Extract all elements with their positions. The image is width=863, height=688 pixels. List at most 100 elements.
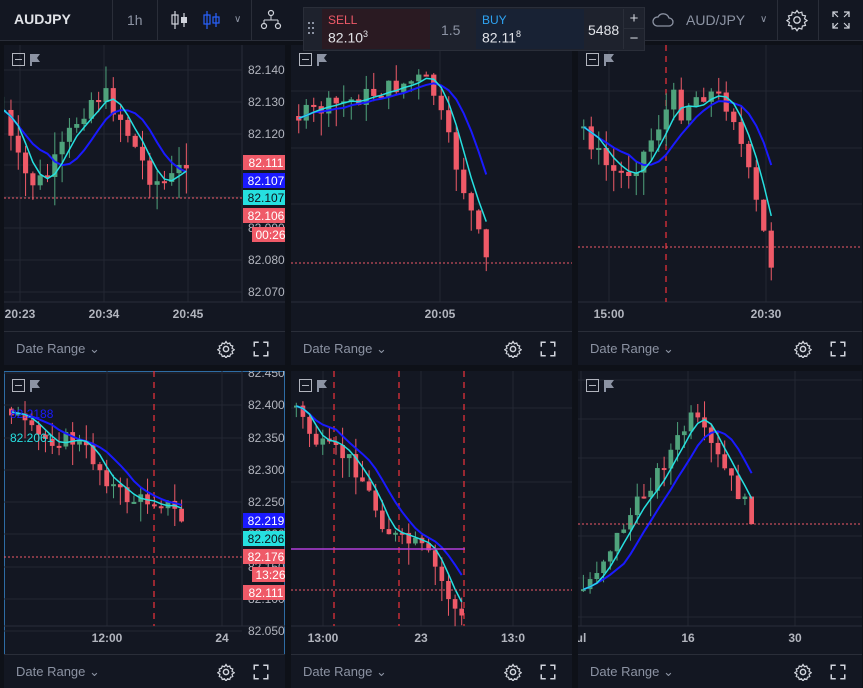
price-chart[interactable]: 83.50083.00013:002313:082.53182.38682.26…: [291, 371, 572, 688]
cloud-icon[interactable]: [651, 8, 675, 32]
moving-average-label: 82.2188: [10, 407, 54, 421]
candle-body: [655, 468, 660, 491]
chevron-down-icon[interactable]: ∨: [234, 14, 242, 25]
date-range-button[interactable]: Date Range ⌄: [590, 341, 674, 356]
price-tag-bg: [243, 531, 285, 546]
candle-body: [8, 109, 14, 136]
chart-settings-gear-icon[interactable]: [504, 663, 522, 681]
moving-average-fast: [583, 95, 772, 217]
price-chart[interactable]: 82.45082.40082.35082.30082.25082.20082.1…: [4, 371, 285, 688]
price-tag-bg: [243, 173, 285, 188]
date-range-button[interactable]: Date Range ⌄: [590, 664, 674, 679]
fullscreen-icon[interactable]: [829, 8, 853, 32]
y-axis-tick-label: 82.130: [248, 95, 285, 109]
candle-body: [15, 135, 21, 153]
chart-settings-gear-icon[interactable]: [504, 340, 522, 358]
candle-body: [702, 417, 707, 428]
candle-body: [30, 173, 36, 186]
quantity-input[interactable]: 5488: [588, 22, 620, 38]
candle-body: [366, 481, 372, 491]
chart-panel-6[interactable]: 84.00083.50083.00082.50082.00081.50081.0…: [578, 371, 862, 688]
candle-body: [386, 80, 392, 97]
collapse-flag-icon: [299, 53, 327, 66]
candle-body: [628, 515, 633, 530]
date-range-button[interactable]: Date Range ⌄: [303, 341, 387, 356]
candle-body: [151, 504, 157, 507]
candle-body: [70, 432, 76, 445]
sell-button[interactable]: SELL 82.103: [322, 9, 430, 49]
symbol-name[interactable]: AUDJPY: [14, 11, 71, 27]
chart-settings-gear-icon[interactable]: [794, 663, 812, 681]
candle-body: [90, 445, 96, 465]
bar-style-icon[interactable]: [199, 8, 223, 32]
date-range-button[interactable]: Date Range ⌄: [303, 664, 387, 679]
candle-body: [96, 100, 102, 103]
panel-fullscreen-icon[interactable]: [539, 340, 557, 358]
increase-button[interactable]: +: [624, 9, 644, 29]
candle-body: [423, 74, 429, 77]
candle-body: [611, 165, 617, 171]
candle-body: [738, 122, 744, 144]
candle-body: [618, 170, 624, 173]
panel-fullscreen-icon[interactable]: [539, 663, 557, 681]
chart-settings-gear-icon[interactable]: [794, 340, 812, 358]
candle-body: [311, 104, 317, 107]
chart-panel-2[interactable]: 82.25082.20082.15020:0582.13182.11382.11…: [291, 45, 572, 365]
panel-fullscreen-icon[interactable]: [252, 340, 270, 358]
price-chart[interactable]: 84.00083.50083.00082.50082.00081.50081.0…: [578, 371, 862, 688]
price-tag-label: 82.107: [248, 174, 285, 188]
price-tag-bg: [243, 513, 285, 528]
panel-footer: Date Range ⌄: [4, 654, 285, 688]
y-axis-tick-label: 82.400: [248, 398, 285, 412]
moving-average-label: 82.2061: [10, 431, 54, 445]
candle-body: [161, 181, 167, 184]
candle-body: [313, 433, 319, 445]
y-axis-tick-label: 82.120: [248, 127, 285, 141]
chart-panel-4[interactable]: 82.45082.40082.35082.30082.25082.20082.1…: [4, 371, 285, 688]
collapse-flag-icon: [12, 379, 40, 392]
candlestick-chart-icon[interactable]: [167, 8, 191, 32]
price-tag-label: 00:26: [255, 228, 285, 242]
date-range-button[interactable]: Date Range ⌄: [16, 664, 100, 679]
price-chart[interactable]: 82.14082.13082.12082.11082.10082.09082.0…: [4, 45, 285, 365]
x-axis-tick-label: 20:23: [5, 307, 36, 321]
candle-body: [675, 435, 680, 450]
candle-body: [74, 124, 80, 128]
price-tag-bg: [252, 567, 285, 582]
price-chart[interactable]: 82.25082.20082.15015:0020:3082.16682.143…: [578, 45, 862, 365]
candle-body: [641, 496, 647, 499]
panel-fullscreen-icon[interactable]: [829, 663, 847, 681]
chart-settings-gear-icon[interactable]: [217, 340, 235, 358]
panel-fullscreen-icon[interactable]: [829, 340, 847, 358]
panel-fullscreen-icon[interactable]: [252, 663, 270, 681]
chart-panel-5[interactable]: 83.50083.00013:002313:082.53182.38682.26…: [291, 371, 572, 688]
panel-footer: Date Range ⌄: [291, 654, 572, 688]
layout-symbol-label[interactable]: AUD/JPY: [686, 12, 746, 28]
candle-body: [408, 81, 414, 84]
chart-panel-3[interactable]: 82.25082.20082.15015:0020:3082.16682.143…: [578, 45, 862, 365]
candle-body: [601, 561, 606, 574]
candle-body: [663, 109, 669, 130]
candle-body: [307, 416, 312, 434]
candle-body: [346, 454, 352, 459]
divider: [818, 0, 819, 41]
candle-body: [333, 441, 339, 446]
moving-average-slow: [4, 109, 187, 173]
chart-panel-1[interactable]: 82.14082.13082.12082.11082.10082.09082.0…: [4, 45, 285, 365]
moving-average-fast: [298, 77, 487, 222]
settings-gear-icon[interactable]: [785, 8, 809, 32]
divider: [157, 0, 158, 41]
chevron-down-icon[interactable]: ∨: [760, 14, 768, 25]
indicators-icon[interactable]: [259, 8, 283, 32]
buy-button[interactable]: BUY 82.118: [476, 9, 584, 49]
divider: [251, 0, 252, 41]
interval-selector[interactable]: 1h: [127, 12, 143, 28]
decrease-button[interactable]: −: [629, 30, 639, 47]
panel-header: [586, 53, 616, 67]
drag-handle-icon[interactable]: [308, 22, 316, 38]
panel-header: [299, 53, 329, 67]
chart-settings-gear-icon[interactable]: [217, 663, 235, 681]
candle-body: [378, 95, 384, 98]
date-range-button[interactable]: Date Range ⌄: [16, 341, 100, 356]
price-chart[interactable]: 82.25082.20082.15020:0582.13182.11382.11…: [291, 45, 572, 365]
